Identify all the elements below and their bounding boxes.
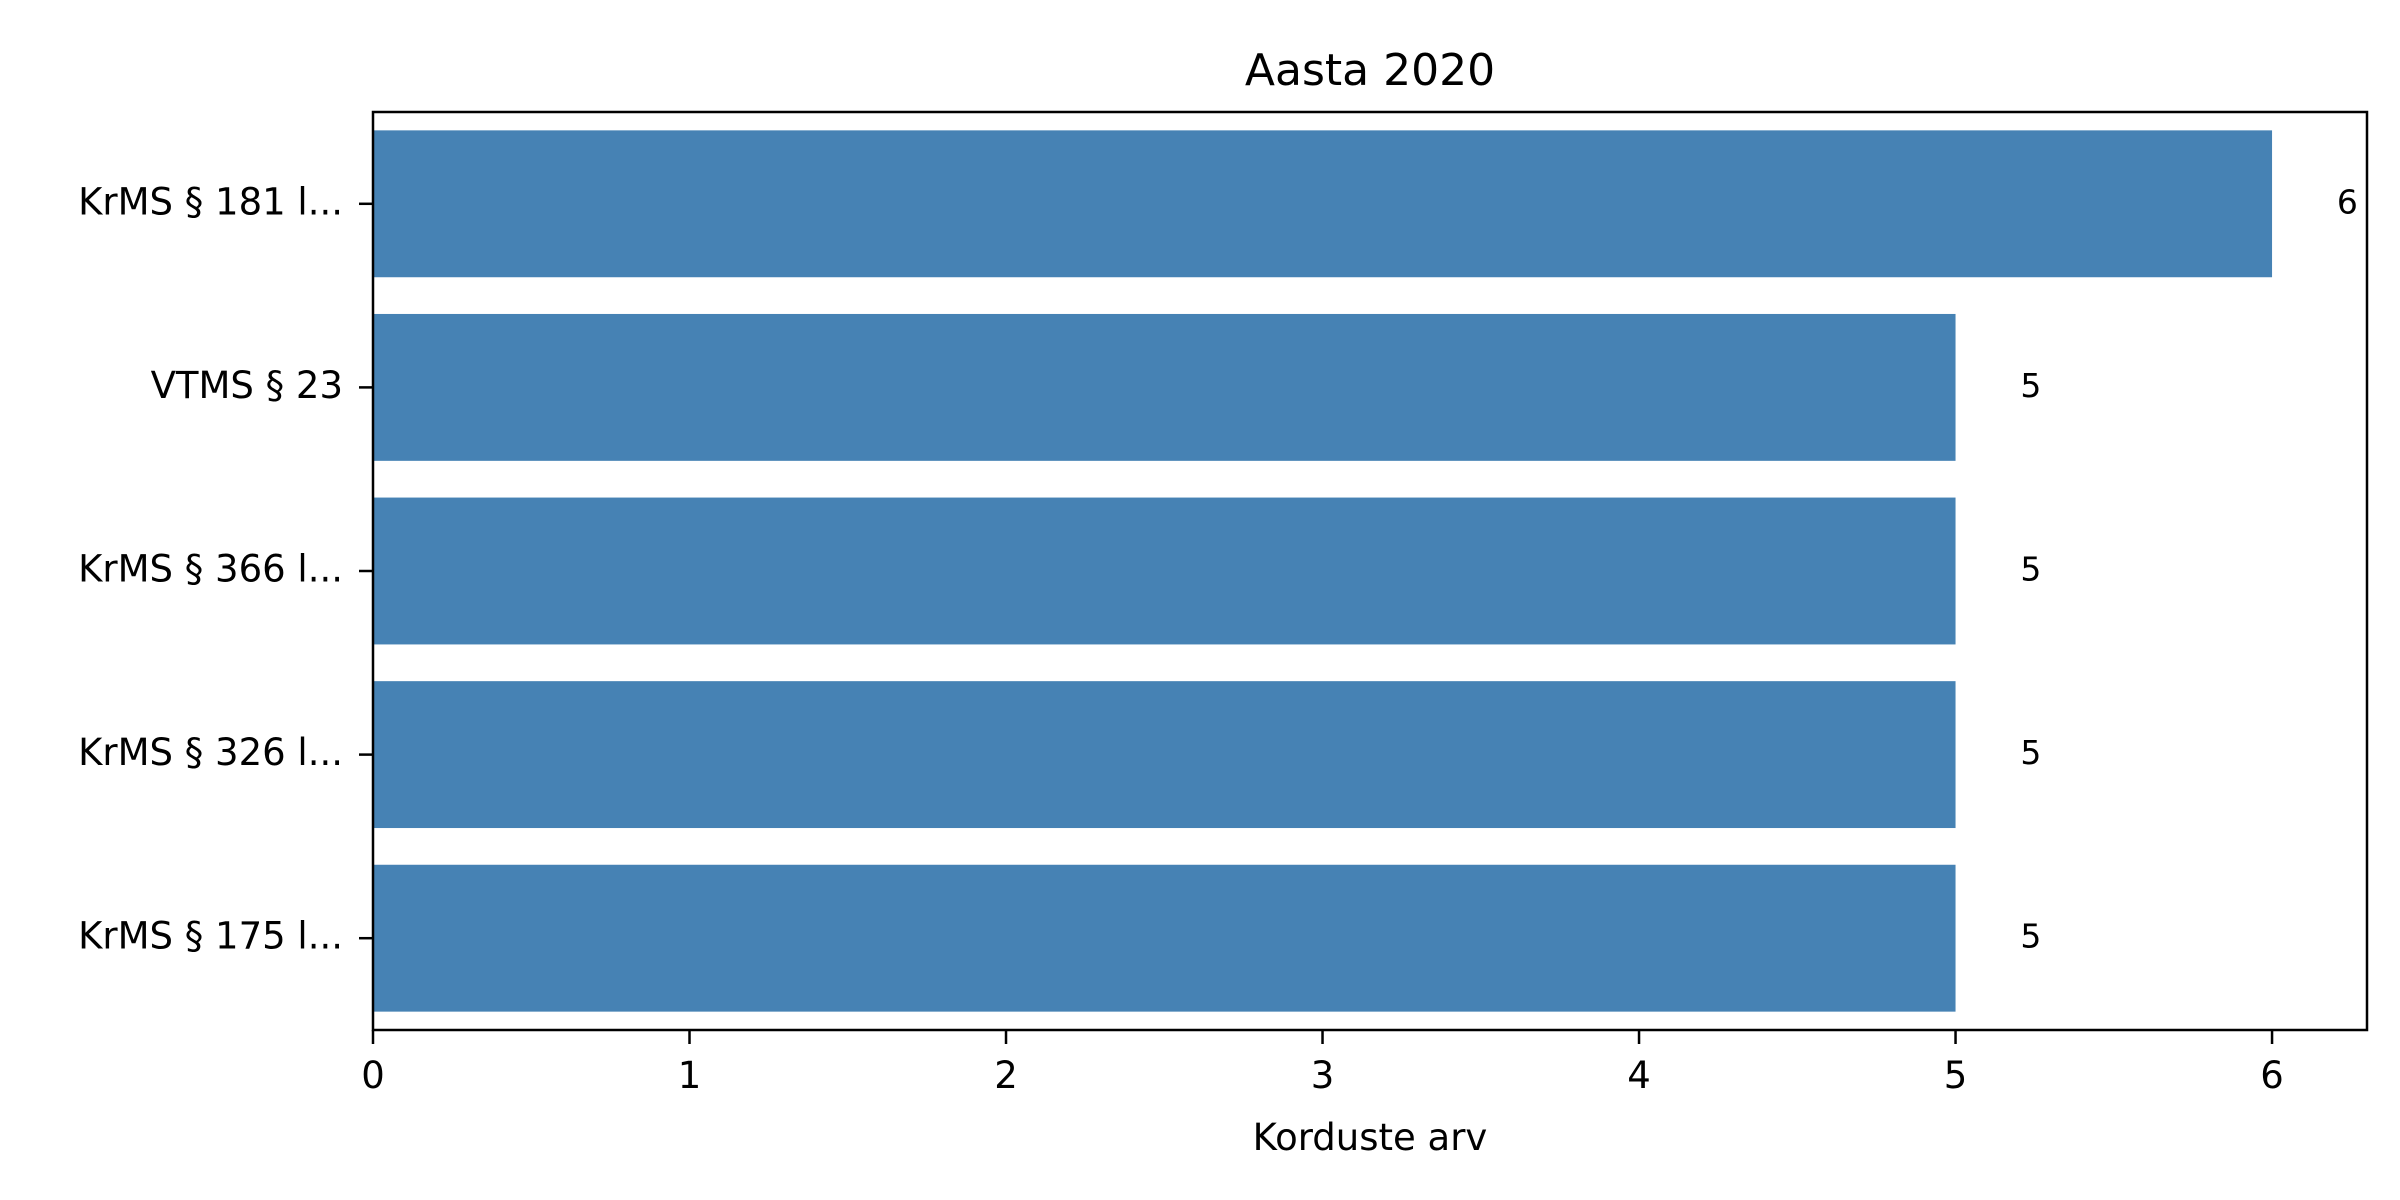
plot-frame <box>371 110 2369 1032</box>
chart-title: Aasta 2020 <box>1245 45 1495 96</box>
data-label-5: 5 <box>2020 917 2041 956</box>
x-tick-label-4: 4 <box>1627 1054 1651 1097</box>
y-tick-label-5: KrMS § 175 l... <box>78 915 343 958</box>
bar-3 <box>373 497 1956 645</box>
bars-layer <box>373 130 2273 1012</box>
y-tick-label-2: VTMS § 23 <box>151 364 343 407</box>
data-label-4: 5 <box>2020 733 2041 772</box>
bar-5 <box>373 864 1956 1012</box>
data-labels-layer: 6 5 5 5 5 <box>2020 182 2358 955</box>
x-axis-label: Korduste arv <box>1253 1116 1488 1159</box>
data-label-2: 5 <box>2020 366 2041 405</box>
x-tick-label-3: 3 <box>1311 1054 1335 1097</box>
x-tick-label-2: 2 <box>994 1054 1018 1097</box>
y-tick-label-4: KrMS § 326 l... <box>78 731 343 774</box>
y-axis: KrMS § 181 l... VTMS § 23 KrMS § 366 l... K… <box>78 180 373 958</box>
x-tick-label-0: 0 <box>361 1054 385 1097</box>
x-tick-label-5: 5 <box>1944 1054 1968 1097</box>
bar-4 <box>373 681 1956 829</box>
y-tick-label-3: KrMS § 366 l... <box>78 548 343 591</box>
data-label-3: 5 <box>2020 550 2041 589</box>
data-label-1: 6 <box>2337 182 2358 221</box>
x-tick-label-1: 1 <box>678 1054 702 1097</box>
y-tick-label-1: KrMS § 181 l... <box>78 180 343 223</box>
bar-1 <box>373 130 2273 278</box>
x-tick-label-6: 6 <box>2260 1054 2284 1097</box>
x-axis: 0 1 2 3 4 5 6 <box>361 1030 2284 1097</box>
bar-2 <box>373 313 1956 461</box>
